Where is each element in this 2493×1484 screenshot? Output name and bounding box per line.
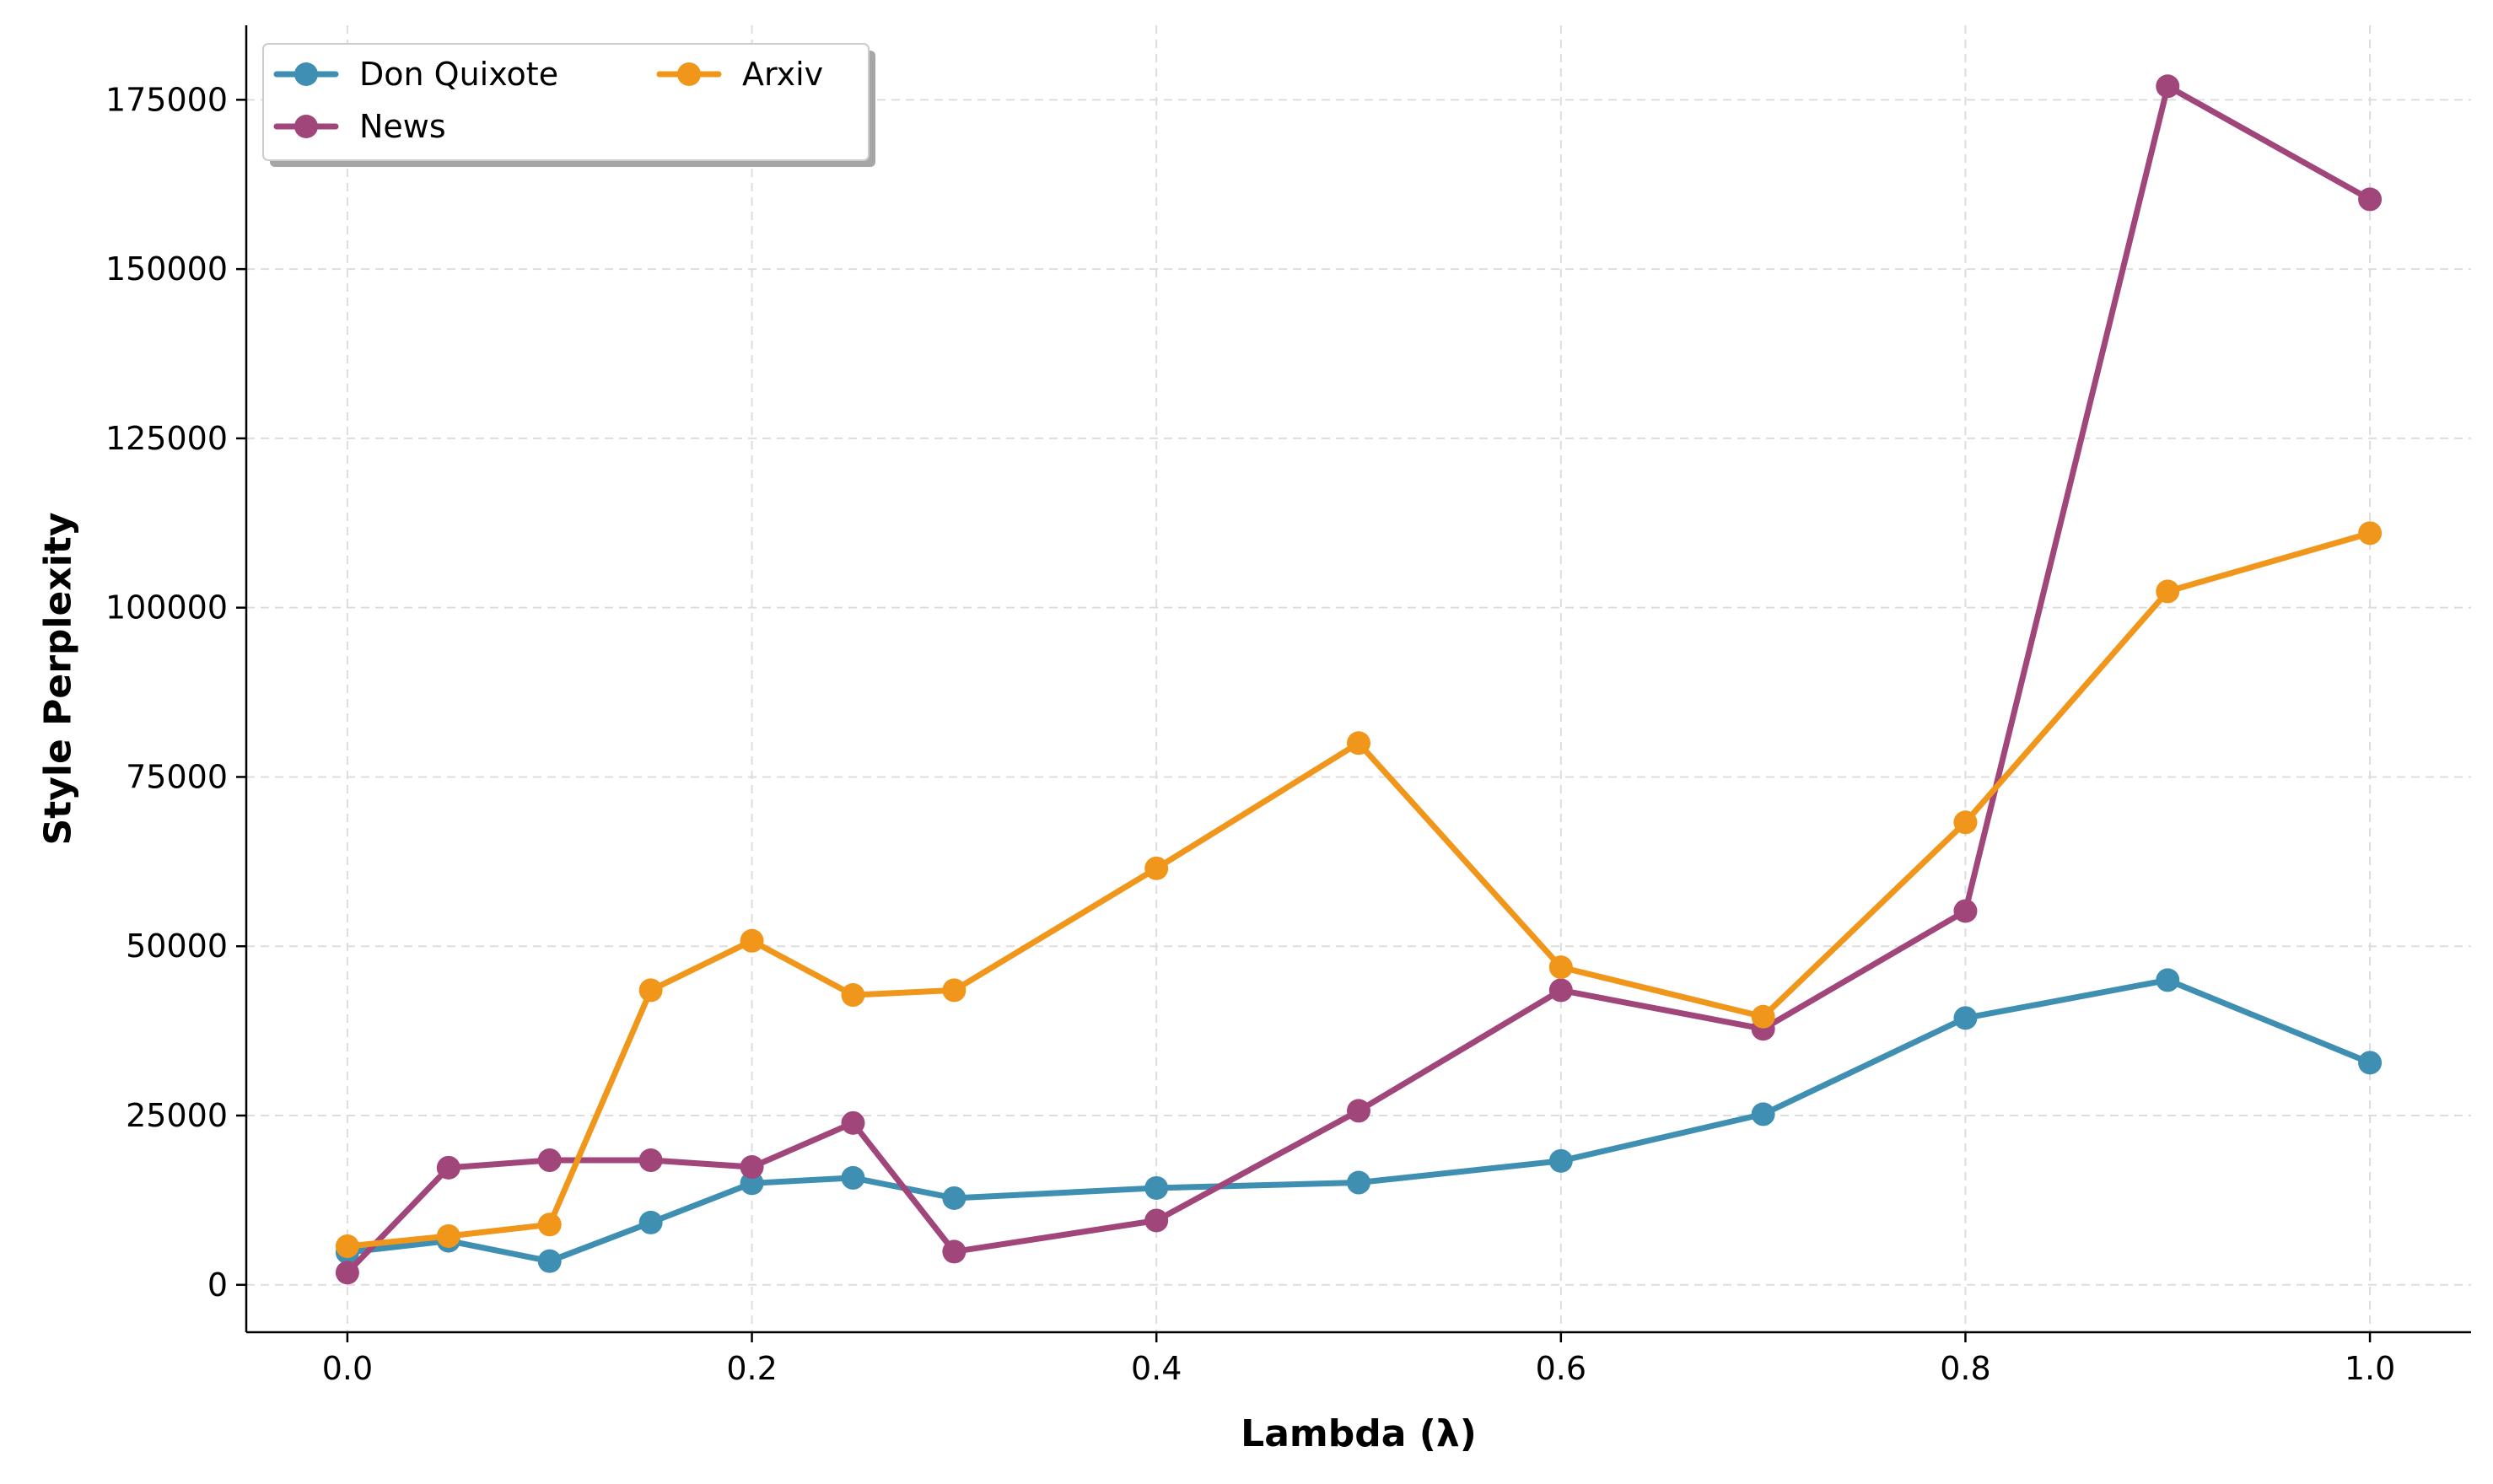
y-tick-label: 50000	[126, 928, 228, 965]
data-point	[638, 1148, 663, 1173]
data-point	[841, 1165, 865, 1190]
data-point	[436, 1223, 460, 1248]
data-point	[537, 1212, 562, 1237]
data-point	[2156, 579, 2180, 604]
data-point	[1144, 856, 1169, 880]
x-tick-label: 0.6	[1536, 1350, 1586, 1387]
data-point	[2156, 968, 2180, 992]
data-point	[740, 1171, 764, 1196]
data-point	[1144, 1208, 1169, 1233]
series-line	[344, 976, 2373, 1265]
data-point	[1144, 1175, 1169, 1200]
x-tick-label: 0.0	[322, 1350, 373, 1387]
data-point	[2358, 521, 2383, 546]
data-point	[740, 928, 764, 953]
y-axis-title: Style Perplexity	[36, 512, 79, 845]
y-tick-label: 175000	[105, 81, 228, 118]
legend-swatch-marker	[294, 62, 318, 86]
data-point	[942, 978, 967, 1003]
y-tick-label: 75000	[126, 758, 228, 795]
x-tick-label: 1.0	[2345, 1350, 2395, 1387]
legend-item: Don Quixote	[273, 56, 558, 93]
legend-item: Arxiv	[656, 56, 823, 93]
data-point	[1751, 1004, 1775, 1029]
legend-swatch-marker	[294, 115, 318, 138]
data-point	[1548, 1148, 1573, 1173]
y-tick-label: 125000	[105, 420, 228, 457]
y-tick-label: 100000	[105, 589, 228, 626]
series-news	[335, 74, 2383, 1285]
data-point	[1347, 1099, 1370, 1123]
x-axis-title: Lambda (λ)	[1241, 1412, 1477, 1455]
data-point	[638, 1210, 663, 1234]
data-point	[537, 1249, 562, 1273]
legend: Don Quixote News Arxiv	[262, 43, 875, 167]
data-point	[2156, 74, 2180, 99]
data-point	[638, 978, 663, 1003]
data-point	[335, 1261, 359, 1285]
data-point	[1548, 978, 1573, 1003]
data-point	[841, 983, 865, 1008]
y-tick-label: 0	[207, 1266, 228, 1304]
series-line	[344, 83, 2373, 1276]
data-point	[436, 1155, 460, 1180]
data-point	[1953, 810, 1978, 835]
grid-layer	[246, 25, 2471, 1332]
x-tick-label: 0.2	[726, 1350, 777, 1387]
data-point	[942, 1186, 967, 1210]
data-point	[1953, 1006, 1978, 1030]
legend-label: Arxiv	[742, 56, 823, 93]
series-arxiv	[335, 521, 2383, 1259]
series-layer	[335, 74, 2383, 1285]
y-tick-label: 25000	[126, 1097, 228, 1134]
legend-label: News	[359, 108, 446, 145]
data-point	[942, 1239, 967, 1264]
data-point	[335, 1234, 359, 1259]
y-tick-label: 150000	[105, 250, 228, 288]
data-point	[1347, 731, 1370, 755]
data-point	[1751, 1102, 1775, 1126]
series-line	[344, 530, 2373, 1250]
data-point	[2358, 187, 2383, 212]
legend-swatch-marker	[677, 62, 701, 86]
x-tick-label: 0.8	[1940, 1350, 1990, 1387]
legend-label: Don Quixote	[359, 56, 558, 93]
data-point	[740, 1155, 764, 1180]
data-point	[1953, 899, 1978, 923]
legend-item: News	[273, 108, 446, 145]
data-point	[2358, 1051, 2383, 1075]
x-tick-label: 0.4	[1131, 1350, 1182, 1387]
data-point	[1347, 1170, 1370, 1195]
data-point	[1548, 955, 1573, 980]
data-point	[841, 1110, 865, 1135]
axes-layer: 0.0 0.2 0.4 0.6 0.8 1.0 0 25000 50000 75000 100000…	[105, 25, 2471, 1387]
data-point	[537, 1148, 562, 1173]
